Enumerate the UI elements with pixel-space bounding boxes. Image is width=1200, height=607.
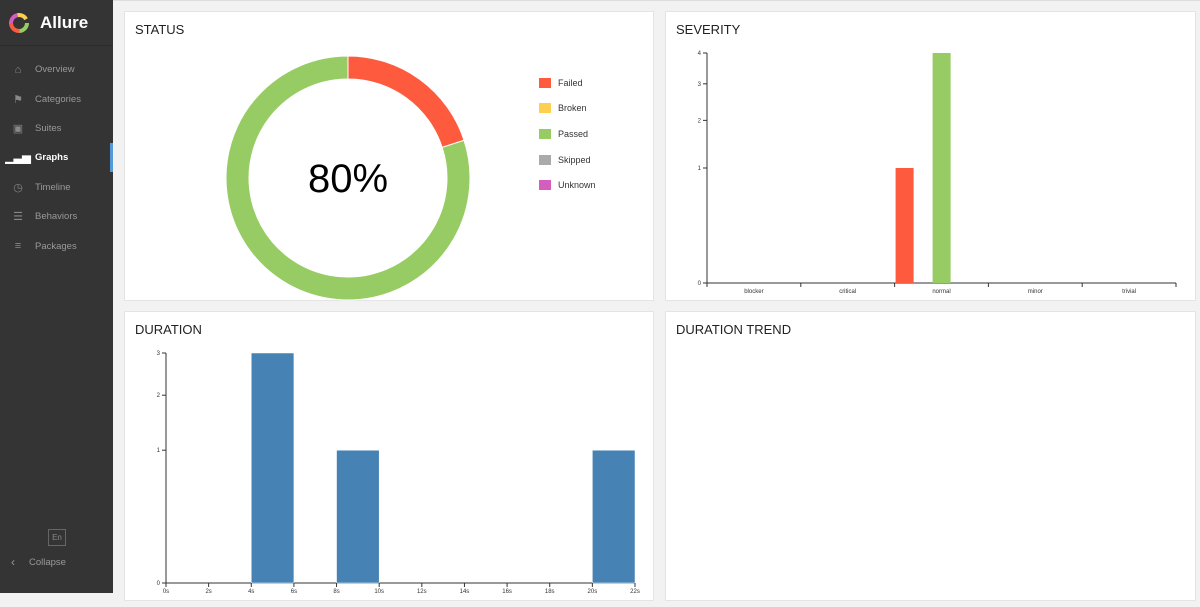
severity-chart: 0 1 2 3 4 blocker critical normal minor trivial <box>698 51 1177 295</box>
x-tick-label: normal <box>932 289 950 295</box>
allure-logo-icon <box>9 12 29 33</box>
x-tick-label: 0s <box>163 589 169 595</box>
x-tick-label: 10s <box>374 589 384 595</box>
panel-title: DURATION TREND <box>676 322 792 337</box>
y-tick-label: 1 <box>157 448 161 454</box>
legend-item-passed[interactable]: Passed <box>539 121 596 147</box>
collapse-label: Collapse <box>29 556 66 568</box>
legend-label: Broken <box>558 103 587 114</box>
status-legend: Failed Broken Passed Skipped Unknown <box>539 70 596 198</box>
chevron-left-icon: ‹ <box>11 555 15 569</box>
legend-label: Passed <box>558 128 589 139</box>
legend-label: Unknown <box>558 180 596 191</box>
sidebar-item-label: Behaviors <box>35 211 78 223</box>
x-tick-label: 16s <box>502 589 512 595</box>
legend-item-broken[interactable]: Broken <box>539 96 596 122</box>
duration-bar <box>251 352 295 584</box>
sidebar-item-label: Packages <box>35 240 77 252</box>
panel-title: SEVERITY <box>676 22 741 37</box>
sidebar-item-timeline[interactable]: ◷ Timeline <box>0 173 113 202</box>
x-tick-label: 22s <box>630 589 640 595</box>
panel-title: STATUS <box>135 22 185 37</box>
legend-swatch <box>539 154 551 165</box>
duration-chart: 0 1 2 3 0s 2s 4s 6s 8s 10s 12s 14s 16s 18s 20s 22s <box>157 351 640 595</box>
y-tick-label: 0 <box>698 281 702 287</box>
language-button[interactable]: En <box>48 529 66 546</box>
sidebar-item-label: Suites <box>35 122 62 134</box>
y-tick-label: 2 <box>698 118 702 124</box>
brand[interactable]: Allure <box>0 0 113 46</box>
align-left-icon: ≡ <box>14 240 22 253</box>
flag-icon: ⚑ <box>13 93 23 106</box>
bar-chart-icon: ▁▃▅ <box>5 152 31 165</box>
y-tick-label: 3 <box>157 351 161 357</box>
sidebar-item-label: Timeline <box>35 181 71 193</box>
sidebar-item-suites[interactable]: ▣ Suites <box>0 114 113 143</box>
collapse-button[interactable]: ‹ Collapse <box>11 555 66 569</box>
sidebar-item-label: Graphs <box>35 152 69 164</box>
severity-bar-failed <box>895 168 914 283</box>
x-tick-label: 14s <box>460 589 470 595</box>
x-tick-label: 18s <box>545 589 555 595</box>
y-tick-label: 0 <box>157 581 161 587</box>
donut-slice-failed <box>347 55 465 149</box>
app-title: Allure <box>40 12 89 32</box>
sidebar: Allure ⌂ Overview ⚑ Categories ▣ Suites ▁▃▅ Gra… <box>0 0 113 593</box>
sidebar-item-graphs[interactable]: ▁▃▅ Graphs <box>0 143 113 173</box>
x-tick-label: 2s <box>205 589 211 595</box>
duration-panel: DURATION 0 1 2 3 0s 2s 4s 6s 8s 10s 12s 14s 16s 18s 20… <box>124 311 654 601</box>
clock-icon: ◷ <box>13 181 23 194</box>
briefcase-icon: ▣ <box>12 122 24 135</box>
y-tick-label: 3 <box>698 82 702 88</box>
status-panel: STATUS 80% Failed Broken Passed Skipped Unkn… <box>124 11 654 301</box>
donut-slice-passed <box>225 55 471 301</box>
x-tick-label: critical <box>839 289 856 295</box>
legend-label: Skipped <box>558 154 591 165</box>
sidebar-item-categories[interactable]: ⚑ Categories <box>0 84 113 113</box>
y-tick-label: 1 <box>698 166 702 172</box>
status-donut-chart: 80% <box>225 55 471 301</box>
legend-item-skipped[interactable]: Skipped <box>539 147 596 173</box>
sidebar-item-behaviors[interactable]: ☰ Behaviors <box>0 202 113 231</box>
duration-bar <box>592 449 636 584</box>
home-icon: ⌂ <box>14 63 22 76</box>
x-tick-label: 4s <box>248 589 254 595</box>
severity-bar-passed <box>932 53 951 283</box>
legend-swatch <box>539 180 551 191</box>
legend-swatch <box>539 128 551 139</box>
x-tick-label: minor <box>1028 289 1043 295</box>
x-tick-label: blocker <box>744 289 763 295</box>
sidebar-item-packages[interactable]: ≡ Packages <box>0 231 113 260</box>
x-tick-label: 6s <box>291 589 297 595</box>
legend-item-failed[interactable]: Failed <box>539 70 596 96</box>
x-tick-label: 8s <box>333 589 339 595</box>
status-percentage: 80% <box>308 157 388 201</box>
x-tick-label: trivial <box>1122 289 1136 295</box>
y-tick-label: 4 <box>698 51 702 57</box>
severity-panel: SEVERITY 0 1 2 3 4 blocker critical normal minor… <box>665 11 1196 301</box>
sidebar-item-label: Overview <box>35 64 75 76</box>
y-tick-label: 2 <box>157 393 161 399</box>
duration-bar <box>336 449 380 584</box>
legend-swatch <box>539 77 551 88</box>
panel-title: DURATION <box>135 322 202 337</box>
list-icon: ☰ <box>13 211 23 224</box>
legend-item-unknown[interactable]: Unknown <box>539 172 596 198</box>
x-tick-label: 12s <box>417 589 427 595</box>
sidebar-item-overview[interactable]: ⌂ Overview <box>0 55 113 84</box>
top-divider <box>113 0 1200 1</box>
legend-swatch <box>539 103 551 114</box>
x-tick-label: 20s <box>588 589 598 595</box>
legend-label: Failed <box>558 77 583 88</box>
duration-trend-panel: DURATION TREND <box>665 311 1196 601</box>
sidebar-item-label: Categories <box>35 93 81 105</box>
